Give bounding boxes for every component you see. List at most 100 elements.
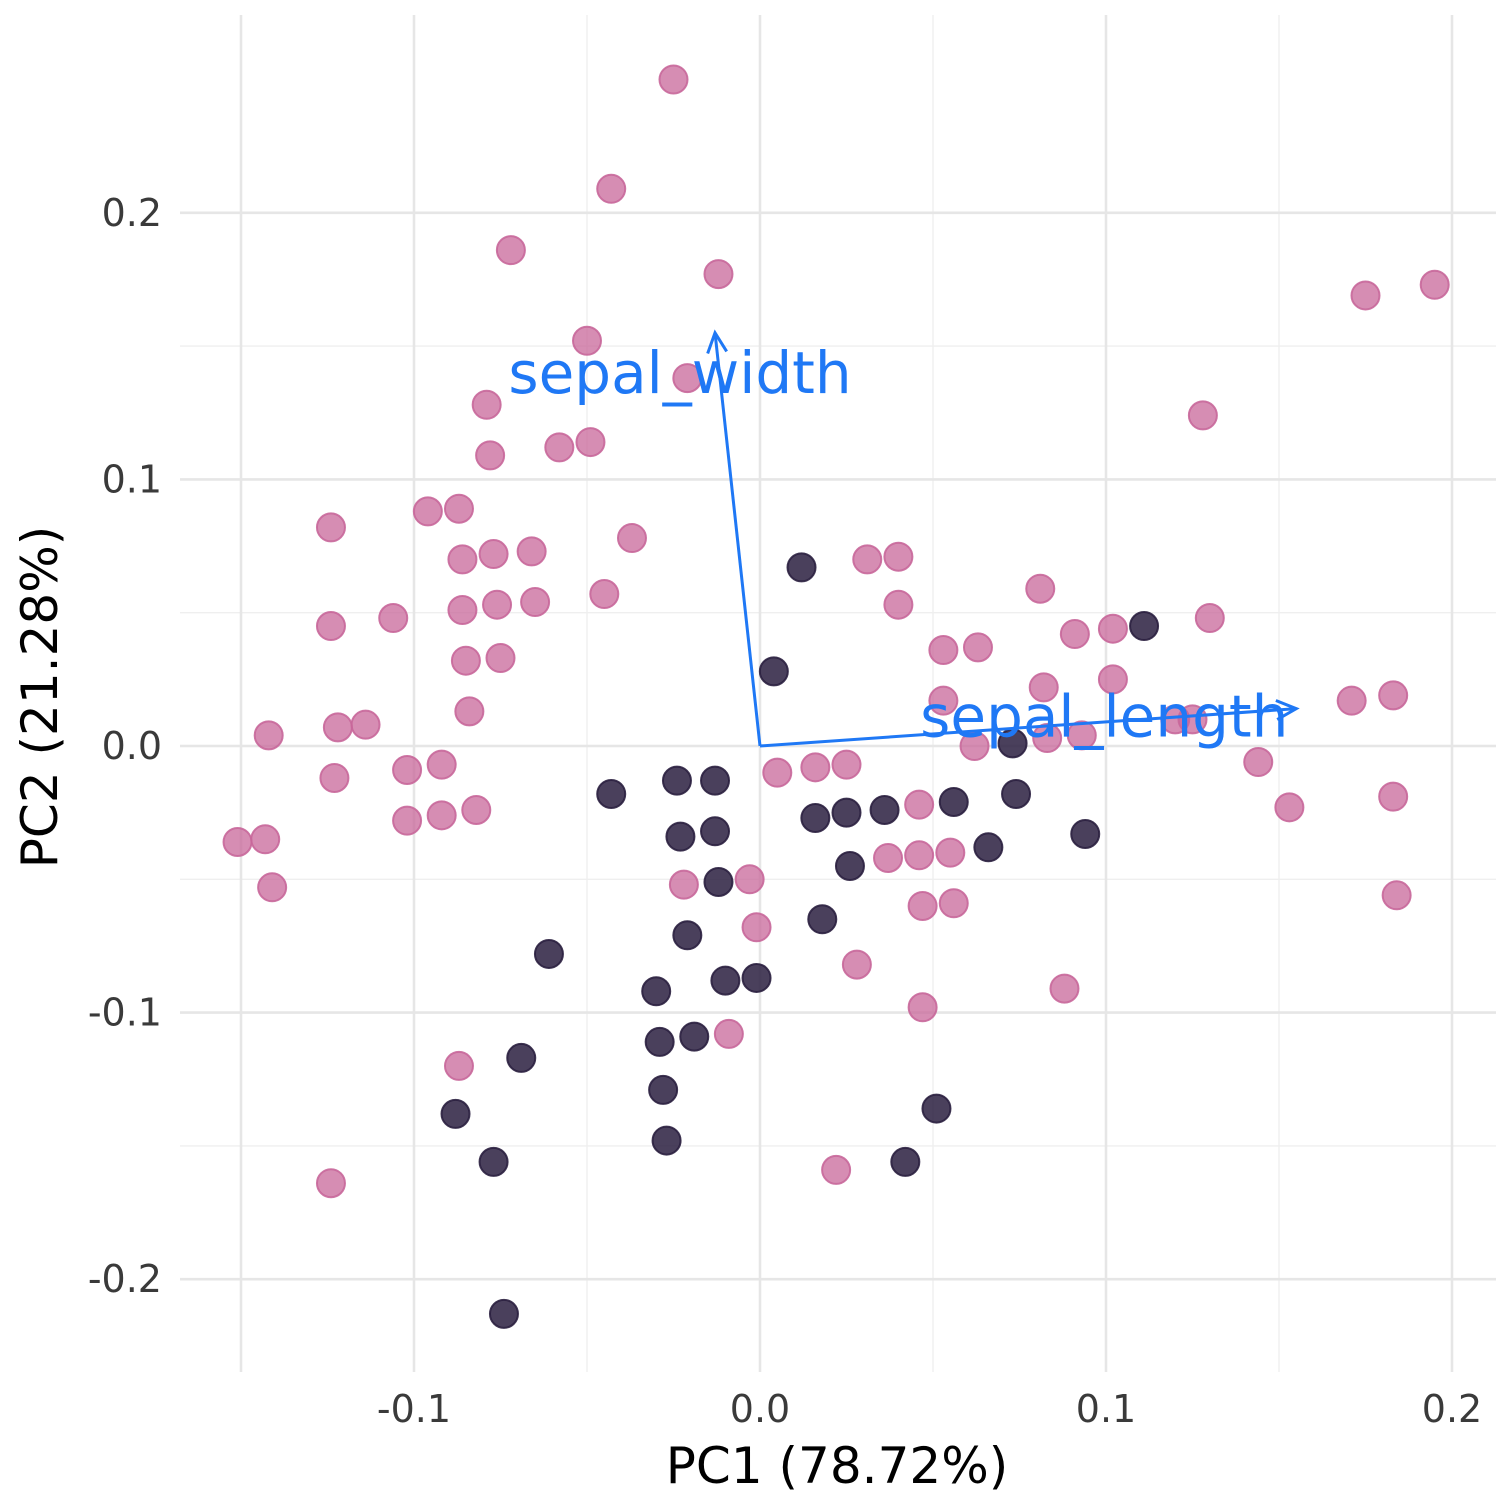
data-point <box>672 920 703 951</box>
y-tick-label: -0.2 <box>88 1257 162 1301</box>
data-point <box>533 938 564 969</box>
data-point <box>904 840 935 871</box>
data-point <box>222 826 253 857</box>
data-point <box>1194 603 1225 634</box>
data-point <box>658 64 689 95</box>
data-point <box>1032 723 1063 754</box>
data-point <box>641 976 672 1007</box>
data-point <box>478 539 509 570</box>
data-point <box>873 842 904 873</box>
data-point <box>1187 400 1218 431</box>
data-point <box>1070 818 1101 849</box>
loading-label: sepal_width <box>508 339 851 407</box>
x-tick-label: -0.1 <box>377 1387 451 1431</box>
data-point <box>821 1154 852 1185</box>
loading-arrow-line <box>759 707 1297 748</box>
data-point <box>869 794 900 825</box>
x-axis-title: PC1 (78.72%) <box>666 1437 1008 1495</box>
data-point <box>1381 880 1412 911</box>
data-point <box>426 749 457 780</box>
data-point <box>506 1042 537 1073</box>
data-point <box>672 363 703 394</box>
data-point <box>250 824 281 855</box>
loading-label: sepal_length <box>920 683 1288 751</box>
data-point <box>596 778 627 809</box>
data-point <box>883 541 914 572</box>
data-point <box>1028 672 1059 703</box>
data-point <box>488 1298 519 1329</box>
data-point <box>572 325 602 356</box>
data-point <box>831 797 862 828</box>
data-point <box>1243 746 1274 777</box>
tick-labels: -0.1 0.0 0.1 0.2 -0.2 -0.1 0.0 0.1 0.2 <box>88 191 1482 1431</box>
data-point <box>378 603 409 634</box>
data-point <box>471 389 502 420</box>
loading-arrow-line <box>713 332 762 747</box>
data-point <box>322 712 353 743</box>
data-point <box>938 786 969 817</box>
data-point <box>921 1093 952 1124</box>
data-point <box>257 872 288 903</box>
data-point <box>443 493 474 524</box>
data-point <box>644 1026 675 1057</box>
data-point <box>516 536 547 567</box>
data-point <box>841 949 872 980</box>
data-point <box>668 869 699 900</box>
data-point <box>1049 973 1080 1004</box>
x-tick-label: 0.0 <box>730 1387 790 1431</box>
x-tick-label: 0.2 <box>1422 1387 1482 1431</box>
data-point <box>1066 720 1097 751</box>
y-tick-label: 0.0 <box>102 724 162 768</box>
data-point <box>443 1050 474 1081</box>
data-point <box>800 802 831 833</box>
data-point <box>596 173 627 204</box>
data-point <box>1378 680 1409 711</box>
data-point <box>1097 613 1128 644</box>
loading-arrow-head <box>706 329 728 355</box>
loading-arrow-head <box>1275 699 1300 721</box>
y-tick-label: 0.2 <box>102 191 162 235</box>
y-axis-title: PC2 (21.28%) <box>11 526 69 868</box>
data-point <box>665 821 696 852</box>
data-point <box>478 1146 509 1177</box>
data-point <box>904 789 935 820</box>
data-point <box>1350 280 1381 311</box>
data-point <box>1378 781 1409 812</box>
data-point <box>831 749 862 780</box>
data-point <box>852 544 883 575</box>
data-point <box>962 632 993 663</box>
data-point <box>890 1146 921 1177</box>
data-point <box>883 589 914 620</box>
data-point <box>475 440 506 471</box>
grid-lines <box>180 15 1496 1372</box>
data-point <box>928 635 959 666</box>
y-tick-label: 0.1 <box>102 457 162 501</box>
data-point <box>1336 685 1367 716</box>
data-point <box>253 720 284 751</box>
data-point <box>315 512 346 543</box>
data-point <box>1419 269 1450 300</box>
data-point <box>319 762 350 793</box>
data-point <box>762 757 793 788</box>
data-point <box>315 1168 346 1199</box>
data-point <box>544 432 575 463</box>
data-point <box>1129 611 1160 642</box>
data-point <box>741 962 772 993</box>
data-point <box>700 816 731 847</box>
data-point <box>350 709 381 740</box>
data-point <box>1001 778 1032 809</box>
data-point <box>648 1074 679 1105</box>
data-point <box>482 589 513 620</box>
data-point <box>928 685 959 716</box>
data-point <box>973 832 1004 863</box>
data-point <box>616 523 647 554</box>
data-point <box>1025 573 1056 604</box>
data-point <box>834 850 865 881</box>
data-point <box>392 805 423 836</box>
data-point <box>741 912 772 943</box>
data-point <box>758 656 789 687</box>
data-point <box>1274 792 1305 823</box>
data-point <box>485 643 516 674</box>
data-point <box>800 752 831 783</box>
